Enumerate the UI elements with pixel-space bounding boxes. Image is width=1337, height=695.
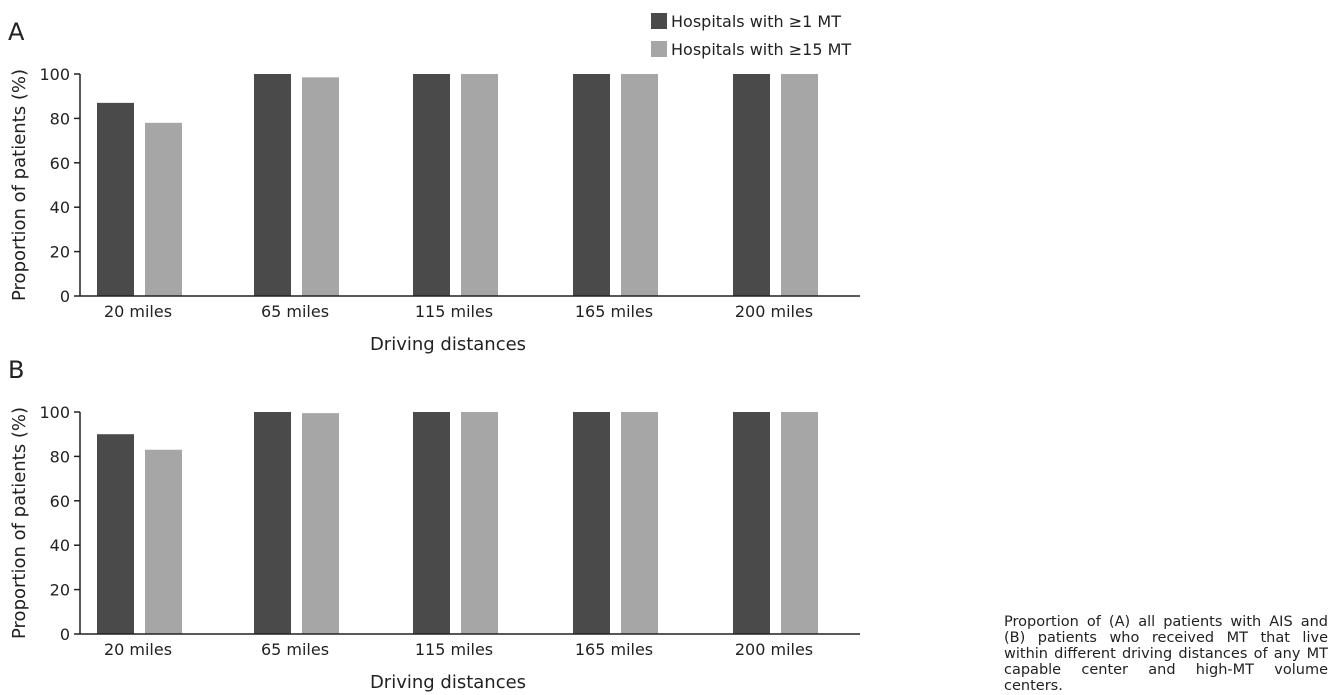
- panel-a-y-tick-label: 100: [39, 65, 70, 84]
- legend-label-2: Hospitals with ≥15 MT: [671, 40, 851, 59]
- panel-a-x-tick-label: 20 miles: [104, 302, 172, 321]
- panel-b-letter: B: [8, 356, 24, 384]
- panel-a-x-tick-label: 65 miles: [261, 302, 329, 321]
- panel-a-bar-s1-65-miles: [254, 74, 291, 296]
- panel-a-bar-s1-200-miles: [733, 74, 770, 296]
- panel-b-x-tick-label: 200 miles: [735, 640, 813, 659]
- panel-b-y-tick-label: 100: [39, 403, 70, 422]
- panel-a-x-axis-title: Driving distances: [370, 334, 526, 355]
- panel-b-x-tick-label: 165 miles: [575, 640, 653, 659]
- panel-b-x-tick-label: 20 miles: [104, 640, 172, 659]
- panel-a-letter: A: [8, 18, 25, 46]
- panel-a-bar-s1-165-miles: [573, 74, 610, 296]
- panel-a-y-tick-label: 20: [50, 243, 70, 262]
- chart-svg: A 0 20 40 60 80 100 20 miles 65 miles 115 miles 16…: [0, 0, 880, 695]
- panel-b-x-tick-label: 65 miles: [261, 640, 329, 659]
- panel-a-y-tick-label: 40: [50, 198, 70, 217]
- panel-b-y-tick-label: 0: [60, 625, 70, 644]
- panel-b-x-tick-label: 115 miles: [415, 640, 493, 659]
- panel-a-y-tick-label: 60: [50, 154, 70, 173]
- panel-b-y-tick-label: 20: [50, 581, 70, 600]
- panel-a-bar-s1-20-miles: [97, 103, 134, 296]
- panel-b-y-tick-label: 60: [50, 492, 70, 511]
- panel-b-y-axis-title: Proportion of patients (%): [9, 407, 30, 639]
- panel-a-x-tick-label: 200 miles: [735, 302, 813, 321]
- panel-a-y-axis-title: Proportion of patients (%): [9, 69, 30, 301]
- panel-b-bar-s2-20-miles: [145, 450, 182, 634]
- panel-a-x-tick-label: 115 miles: [415, 302, 493, 321]
- panel-a-bar-s2-115-miles: [461, 74, 498, 296]
- panel-b-bar-s2-200-miles: [781, 412, 818, 634]
- legend-label-1: Hospitals with ≥1 MT: [671, 12, 841, 31]
- panel-a-bar-s2-65-miles: [302, 77, 339, 296]
- panel-b-bar-s2-165-miles: [621, 412, 658, 634]
- panel-b-y-tick-label: 80: [50, 447, 70, 466]
- panel-a-y-tick-label: 80: [50, 109, 70, 128]
- panel-b-bar-s1-165-miles: [573, 412, 610, 634]
- panel-a-bar-s2-165-miles: [621, 74, 658, 296]
- panel-b-bar-s1-65-miles: [254, 412, 291, 634]
- panel-a-bar-s2-20-miles: [145, 123, 182, 296]
- panel-b-bar-s1-20-miles: [97, 434, 134, 634]
- panel-b-x-axis-title: Driving distances: [370, 672, 526, 693]
- legend-swatch-1: [651, 13, 667, 29]
- panel-a-y-tick-label: 0: [60, 287, 70, 306]
- panel-a-bar-s1-115-miles: [413, 74, 450, 296]
- panel-a-bar-s2-200-miles: [781, 74, 818, 296]
- figure-caption: Proportion of (A) all patients with AIS …: [1004, 614, 1328, 694]
- panel-b-bar-s1-200-miles: [733, 412, 770, 634]
- panel-a-x-tick-label: 165 miles: [575, 302, 653, 321]
- panel-b-y-tick-label: 40: [50, 536, 70, 555]
- figure: A 0 20 40 60 80 100 20 miles 65 miles 115 miles 16…: [0, 0, 880, 695]
- panel-b-bar-s2-115-miles: [461, 412, 498, 634]
- legend-swatch-2: [651, 41, 667, 57]
- panel-b-bar-s1-115-miles: [413, 412, 450, 634]
- panel-b-bar-s2-65-miles: [302, 413, 339, 634]
